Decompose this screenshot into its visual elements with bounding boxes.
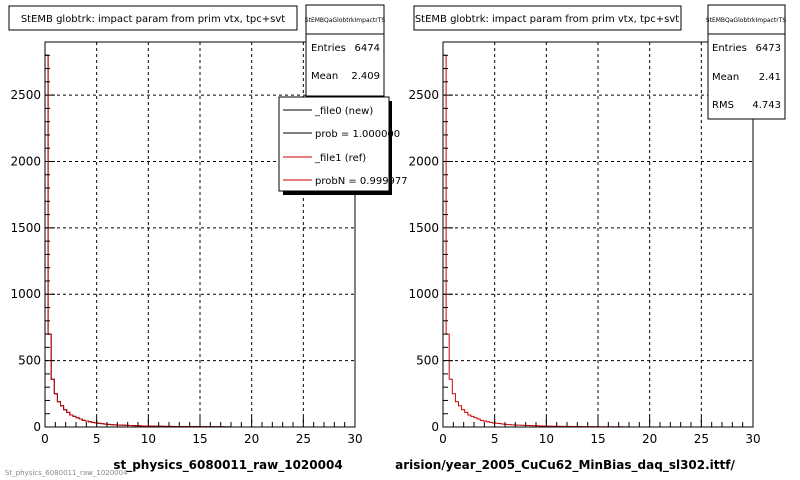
- y-tick-label: 2500: [408, 88, 439, 102]
- right-stats-entries-value: 6473: [756, 43, 781, 54]
- right-stats-box: StEMBQaGlobtrkImpactrTS Entries 6473 Mea…: [706, 4, 787, 120]
- x-tick-label: 25: [296, 432, 311, 446]
- left-stats-name: StEMBQaGlobtrkImpactrTS: [305, 17, 386, 24]
- legend-label-prob: prob = 1.000000: [315, 129, 400, 140]
- y-tick-label: 1000: [408, 287, 439, 301]
- y-tick-label: 0: [431, 420, 439, 434]
- right-x-label: arision/year_2005_CuCu62_MinBias_daq_sl3…: [395, 458, 735, 473]
- right-plot-panel: StEMB globtrk: impact param from prim vt…: [395, 4, 787, 473]
- x-tick-label: 20: [642, 432, 657, 446]
- left-legend: _file0 (new) prob = 1.000000 _file1 (ref…: [278, 96, 408, 195]
- y-tick-label: 2500: [10, 88, 41, 102]
- x-tick-label: 25: [694, 432, 709, 446]
- left-plot-title: StEMB globtrk: impact param from prim vt…: [21, 14, 285, 25]
- x-tick-label: 30: [745, 432, 760, 446]
- left-stats-entries-label: Entries: [311, 43, 346, 54]
- right-stats-entries-label: Entries: [712, 43, 747, 54]
- left-stats-mean-value: 2.409: [351, 71, 380, 82]
- x-tick-label: 5: [93, 432, 101, 446]
- y-tick-label: 500: [416, 354, 439, 368]
- legend-label-ref: _file1 (ref): [314, 153, 366, 164]
- x-tick-label: 5: [491, 432, 499, 446]
- right-stats-rms-value: 4.743: [752, 100, 781, 111]
- x-tick-label: 0: [41, 432, 49, 446]
- legend-label-new: _file0 (new): [314, 106, 373, 117]
- y-tick-label: 1500: [10, 221, 41, 235]
- x-tick-label: 15: [192, 432, 207, 446]
- right-plot-title: StEMB globtrk: impact param from prim vt…: [415, 14, 679, 25]
- right-title-box: [413, 5, 682, 31]
- y-tick-label: 1500: [408, 221, 439, 235]
- right-axis-ticks: 0 5 10 15 20 25 30 0 500 1000 1500 2000 2500: [408, 54, 761, 446]
- left-legend-frame: [278, 96, 390, 192]
- left-plot-panel: StEMB globtrk: impact param from prim vt…: [5, 4, 408, 477]
- x-tick-label: 10: [141, 432, 156, 446]
- right-stats-name: StEMBQaGlobtrkImpactrTS: [706, 17, 787, 24]
- left-x-label: st_physics_6080011_raw_1020004: [113, 458, 342, 473]
- y-tick-label: 500: [18, 354, 41, 368]
- x-tick-label: 20: [244, 432, 259, 446]
- legend-label-probn: probN = 0.999977: [315, 176, 408, 187]
- left-title-box: [8, 5, 298, 31]
- left-axis-ticks: 0 5 10 15 20 25 30 0 500 1000 1500 2000 2500: [10, 54, 363, 446]
- right-stats-mean-label: Mean: [712, 72, 739, 83]
- y-tick-label: 2000: [408, 154, 439, 168]
- x-tick-label: 0: [439, 432, 447, 446]
- right-stats-rms-label: RMS: [712, 100, 734, 111]
- x-tick-label: 30: [347, 432, 362, 446]
- y-tick-label: 0: [33, 420, 41, 434]
- right-grid: [443, 42, 753, 427]
- x-tick-label: 15: [590, 432, 605, 446]
- left-stats-frame: [305, 4, 385, 97]
- right-stats-mean-value: 2.41: [759, 72, 781, 83]
- left-stats-mean-label: Mean: [311, 71, 338, 82]
- y-tick-label: 1000: [10, 287, 41, 301]
- left-stats-entries-value: 6474: [355, 43, 380, 54]
- left-stats-box: StEMBQaGlobtrkImpactrTS Entries 6474 Mea…: [305, 4, 386, 97]
- right-stats-frame: [707, 4, 786, 120]
- y-tick-label: 2000: [10, 154, 41, 168]
- left-footer-text: St_physics_6080011_raw_1020004: [5, 469, 128, 477]
- x-tick-label: 10: [539, 432, 554, 446]
